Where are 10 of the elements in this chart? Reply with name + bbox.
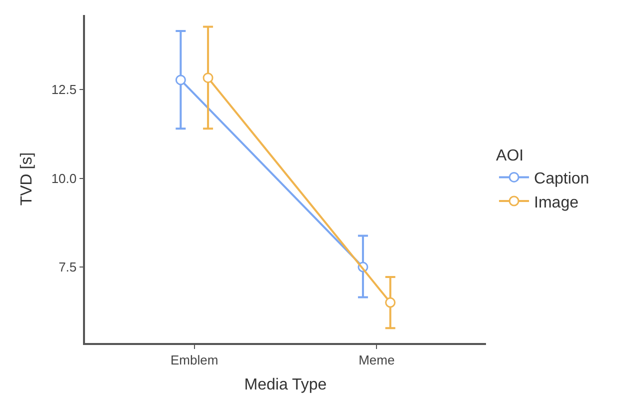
legend-title: AOI bbox=[496, 147, 524, 164]
x-axis-title: Media Type bbox=[244, 376, 327, 394]
legend-label: Caption bbox=[534, 170, 590, 188]
y-tick-label: 10.0 bbox=[51, 170, 77, 186]
y-tick-label: 7.5 bbox=[58, 260, 77, 275]
y-tick-label: 12.5 bbox=[51, 82, 77, 98]
legend-label: Image bbox=[534, 194, 579, 212]
x-tick-label: Meme bbox=[358, 352, 395, 368]
x-tick-label: Emblem bbox=[170, 352, 218, 368]
y-axis-title: TVD [s] bbox=[18, 152, 36, 206]
